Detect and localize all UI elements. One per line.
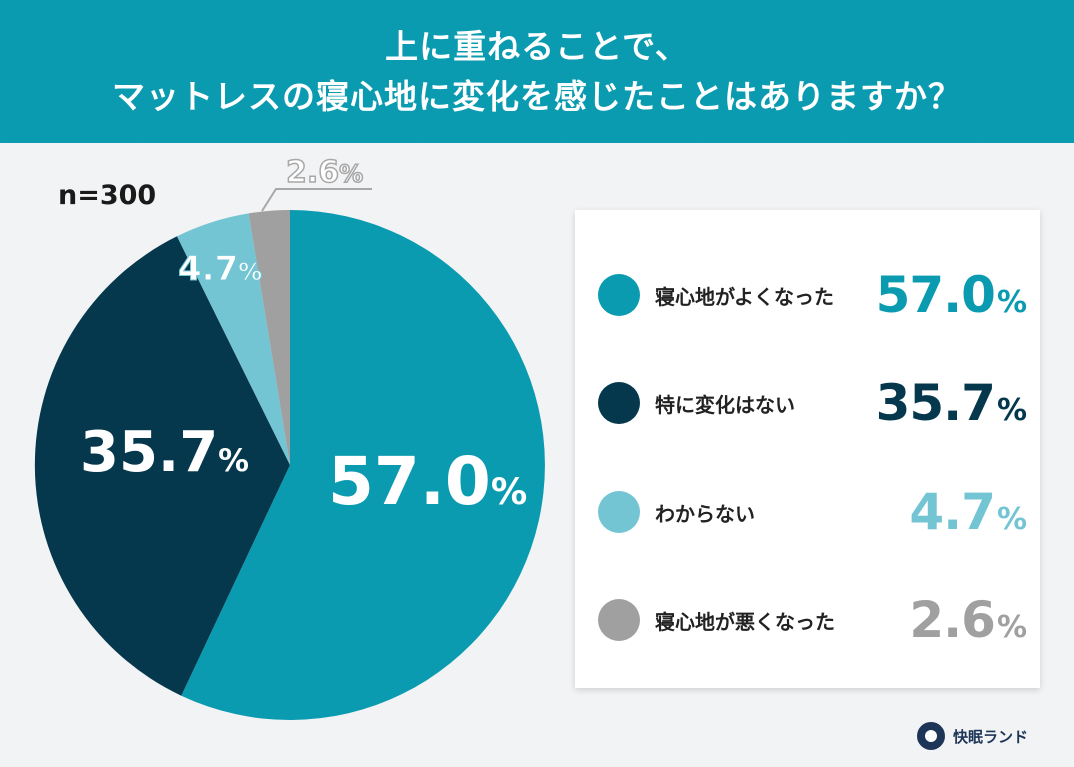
pie-slice-unknown [177,213,290,465]
brand-logo-icon [917,722,945,750]
pie-label-better: 57.0% [328,443,528,520]
chart-title-banner: 上に重ねることで、 マットレスの寝心地に変化を感じたことはありますか？ [0,0,1074,143]
legend-item-better: 寝心地がよくなった 57.0% [575,265,1040,325]
leader-line-worse [261,188,372,212]
pie-label-no-change: 35.7% [80,420,250,485]
pie-label-worse: 2.6% [285,154,364,191]
pie-slice-worse [248,210,290,465]
pie-svg [34,188,545,720]
pie-slice-no-change [34,236,291,696]
legend-dot-icon [598,274,640,316]
legend-value: 35.7% [875,374,1027,432]
legend-value: 2.6% [909,591,1027,649]
legend-value: 4.7% [909,483,1027,541]
pie-chart: 57.0% 35.7% 4.7% 2.6% [0,143,570,767]
legend-value: 57.0% [875,266,1027,324]
brand-name: 快眠ランド [953,727,1029,746]
title-line-2: マットレスの寝心地に変化を感じたことはありますか？ [112,76,962,116]
legend-item-no-change: 特に変化はない 35.7% [575,373,1040,433]
sample-size-label: n=300 [58,180,157,211]
legend-dot-icon [598,599,640,641]
legend-label: 寝心地が悪くなった [655,609,835,634]
legend-item-unknown: わからない 4.7% [575,482,1040,542]
title-line-1: 上に重ねることで、 [385,26,689,66]
legend-label: わからない [655,501,755,526]
pie-label-unknown: 4.7% [177,249,263,290]
legend-dot-icon [598,491,640,533]
legend-label: 寝心地がよくなった [655,284,834,309]
legend-dot-icon [598,382,640,424]
brand-footer: 快眠ランド [917,722,1028,750]
legend-label: 特に変化はない [655,392,795,417]
legend-item-worse: 寝心地が悪くなった 2.6% [575,590,1040,650]
pie-slice-better [181,210,545,720]
legend-panel: 寝心地がよくなった 57.0% 特に変化はない 35.7% わからない 4.7%… [575,210,1040,688]
